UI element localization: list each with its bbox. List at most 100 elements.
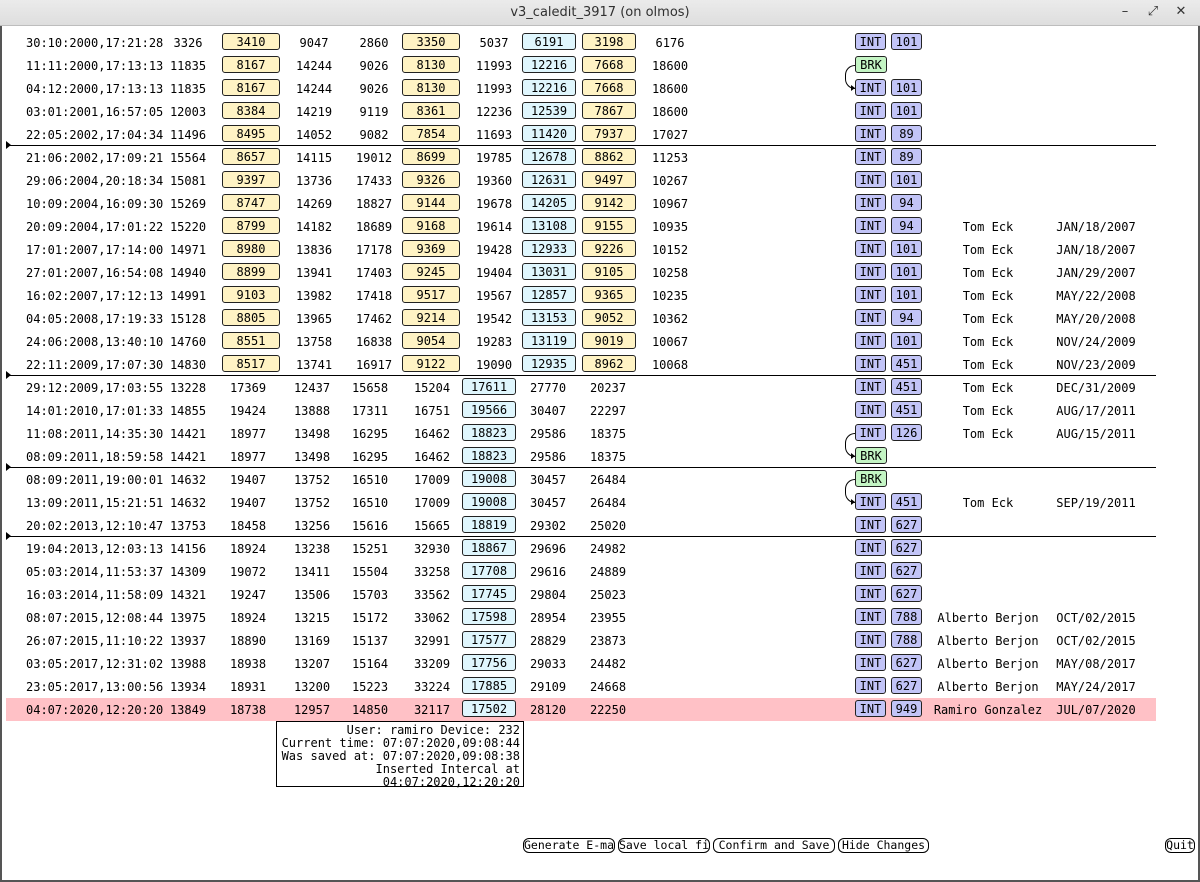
table-row[interactable]: 13:09:2011,15:21:51 14632 19407 13752 16510 1… [6,491,1156,514]
value-box[interactable]: 18819 [462,516,516,533]
value-box[interactable]: 9214 [402,309,460,326]
minimize-icon[interactable]: – [1121,4,1129,19]
table-row[interactable]: 08:09:2011,19:00:01 14632 19407 13752 16510 1… [6,468,1156,491]
int-tag[interactable]: INT [855,33,886,50]
table-row[interactable]: 11:11:2000,17:13:13 11835 8167 14244 9026 813… [6,54,1156,77]
interval-number[interactable]: 627 [891,677,922,694]
table-row[interactable]: 27:01:2007,16:54:08 14940 8899 13941 17403 92… [6,261,1156,284]
int-tag[interactable]: INT [855,539,886,556]
interval-number[interactable]: 89 [891,148,922,165]
interval-number[interactable]: 627 [891,539,922,556]
int-tag[interactable]: INT [855,148,886,165]
int-tag[interactable]: INT [855,102,886,119]
value-box[interactable]: 7668 [582,56,636,73]
int-tag[interactable]: INT [855,194,886,211]
value-box[interactable]: 3410 [222,33,280,50]
value-box[interactable]: 3350 [402,33,460,50]
interval-number[interactable]: 101 [891,33,922,50]
table-row[interactable]: 29:06:2004,20:18:34 15081 9397 13736 17433 93… [6,169,1156,192]
value-box[interactable]: 19008 [462,493,516,510]
value-box[interactable]: 7937 [582,125,636,142]
brk-tag[interactable]: BRK [855,56,887,73]
table-row[interactable]: 30:10:2000,17:21:28 3326 3410 9047 2860 3350 5… [6,31,1156,54]
value-box[interactable]: 7668 [582,79,636,96]
value-box[interactable]: 17502 [462,700,516,717]
value-box[interactable]: 9142 [582,194,636,211]
value-box[interactable]: 9497 [582,171,636,188]
int-tag[interactable]: INT [855,332,886,349]
value-box[interactable]: 9168 [402,217,460,234]
value-box[interactable]: 12216 [522,56,576,73]
int-tag[interactable]: INT [855,355,886,372]
table-row[interactable]: 04:05:2008,17:19:33 15128 8805 13965 17462 92… [6,307,1156,330]
table-row[interactable]: 20:09:2004,17:01:22 15220 8799 14182 18689 91… [6,215,1156,238]
table-row[interactable]: 23:05:2017,13:00:56 13934 18931 13200 15223 3… [6,675,1156,698]
interval-number[interactable]: 627 [891,654,922,671]
value-box[interactable]: 9105 [582,263,636,280]
close-icon[interactable]: ✕ [1175,4,1187,19]
value-box[interactable]: 7854 [402,125,460,142]
table-row[interactable]: 11:08:2011,14:35:30 14421 18977 13498 16295 1… [6,422,1156,445]
table-row[interactable]: 22:05:2002,17:04:34 11496 8495 14052 9082 785… [6,123,1156,146]
value-box[interactable]: 9397 [222,171,280,188]
int-tag[interactable]: INT [855,700,886,717]
interval-number[interactable]: 627 [891,516,922,533]
value-box[interactable]: 3198 [582,33,636,50]
value-box[interactable]: 8384 [222,102,280,119]
interval-number[interactable]: 101 [891,171,922,188]
int-tag[interactable]: INT [855,401,886,418]
brk-tag[interactable]: BRK [855,470,887,487]
table-row[interactable]: 29:12:2009,17:03:55 13228 17369 12437 15658 1… [6,376,1156,399]
int-tag[interactable]: INT [855,217,886,234]
value-box[interactable]: 8799 [222,217,280,234]
table-row[interactable]: 20:02:2013,12:10:47 13753 18458 13256 15616 1… [6,514,1156,537]
interval-number[interactable]: 101 [891,263,922,280]
value-box[interactable]: 12935 [522,355,576,372]
value-box[interactable]: 17708 [462,562,516,579]
int-tag[interactable]: INT [855,286,886,303]
value-box[interactable]: 7867 [582,102,636,119]
value-box[interactable]: 8361 [402,102,460,119]
interval-number[interactable]: 451 [891,355,922,372]
value-box[interactable]: 9326 [402,171,460,188]
value-box[interactable]: 8962 [582,355,636,372]
table-row[interactable]: 26:07:2015,11:10:22 13937 18890 13169 15137 3… [6,629,1156,652]
interval-number[interactable]: 451 [891,401,922,418]
value-box[interactable]: 14205 [522,194,576,211]
hide-changes-button[interactable]: Hide Changes [838,838,929,853]
save-local-file-button[interactable]: Save local file [618,838,710,853]
value-box[interactable]: 8167 [222,56,280,73]
interval-number[interactable]: 101 [891,286,922,303]
value-box[interactable]: 9155 [582,217,636,234]
interval-number[interactable]: 627 [891,562,922,579]
value-box[interactable]: 9365 [582,286,636,303]
value-box[interactable]: 12857 [522,286,576,303]
int-tag[interactable]: INT [855,263,886,280]
value-box[interactable]: 13119 [522,332,576,349]
table-row[interactable]: 08:09:2011,18:59:58 14421 18977 13498 16295 1… [6,445,1156,468]
value-box[interactable]: 9245 [402,263,460,280]
value-box[interactable]: 8130 [402,56,460,73]
interval-number[interactable]: 949 [891,700,922,717]
interval-number[interactable]: 101 [891,240,922,257]
interval-number[interactable]: 94 [891,309,922,326]
value-box[interactable]: 8862 [582,148,636,165]
int-tag[interactable]: INT [855,631,886,648]
table-row[interactable]: 24:06:2008,13:40:10 14760 8551 13758 16838 90… [6,330,1156,353]
int-tag[interactable]: INT [855,125,886,142]
value-box[interactable]: 13108 [522,217,576,234]
table-row[interactable]: 04:07:2020,12:20:20 13849 18738 12957 14850 3… [6,698,1156,721]
value-box[interactable]: 8130 [402,79,460,96]
table-row[interactable]: 10:09:2004,16:09:30 15269 8747 14269 18827 91… [6,192,1156,215]
int-tag[interactable]: INT [855,309,886,326]
int-tag[interactable]: INT [855,493,886,510]
value-box[interactable]: 9054 [402,332,460,349]
interval-number[interactable]: 788 [891,631,922,648]
value-box[interactable]: 19008 [462,470,516,487]
interval-number[interactable]: 126 [891,424,922,441]
value-box[interactable]: 17598 [462,608,516,625]
int-tag[interactable]: INT [855,424,886,441]
interval-number[interactable]: 94 [891,194,922,211]
value-box[interactable]: 9369 [402,240,460,257]
restore-icon[interactable]: ⤢ [1147,4,1159,19]
